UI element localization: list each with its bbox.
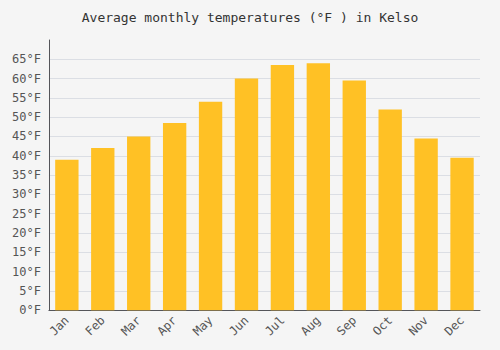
svg-text:Jan: Jan bbox=[47, 313, 72, 338]
svg-text:35°F: 35°F bbox=[12, 168, 41, 182]
svg-text:20°F: 20°F bbox=[12, 226, 41, 240]
svg-text:Mar: Mar bbox=[118, 313, 143, 338]
svg-text:45°F: 45°F bbox=[12, 129, 41, 143]
svg-text:May: May bbox=[190, 313, 215, 338]
svg-text:5°F: 5°F bbox=[19, 284, 41, 298]
svg-text:Average monthly temperatures (: Average monthly temperatures (°F ) in Ke… bbox=[82, 10, 419, 25]
svg-text:Sep: Sep bbox=[334, 313, 359, 338]
svg-text:Jul: Jul bbox=[262, 313, 287, 338]
svg-text:Nov: Nov bbox=[406, 313, 431, 338]
svg-text:10°F: 10°F bbox=[12, 265, 41, 279]
svg-text:Dec: Dec bbox=[442, 313, 467, 338]
svg-text:50°F: 50°F bbox=[12, 110, 41, 124]
svg-text:0°F: 0°F bbox=[19, 303, 41, 317]
svg-text:25°F: 25°F bbox=[12, 207, 41, 221]
svg-text:55°F: 55°F bbox=[12, 91, 41, 105]
svg-text:Apr: Apr bbox=[154, 313, 179, 338]
svg-text:60°F: 60°F bbox=[12, 72, 41, 86]
svg-text:Oct: Oct bbox=[370, 313, 395, 338]
svg-text:30°F: 30°F bbox=[12, 187, 41, 201]
svg-text:Jun: Jun bbox=[226, 313, 251, 338]
svg-text:15°F: 15°F bbox=[12, 245, 41, 259]
svg-text:65°F: 65°F bbox=[12, 52, 41, 66]
svg-text:Feb: Feb bbox=[83, 313, 108, 338]
svg-text:Aug: Aug bbox=[298, 313, 323, 338]
svg-text:40°F: 40°F bbox=[12, 149, 41, 163]
